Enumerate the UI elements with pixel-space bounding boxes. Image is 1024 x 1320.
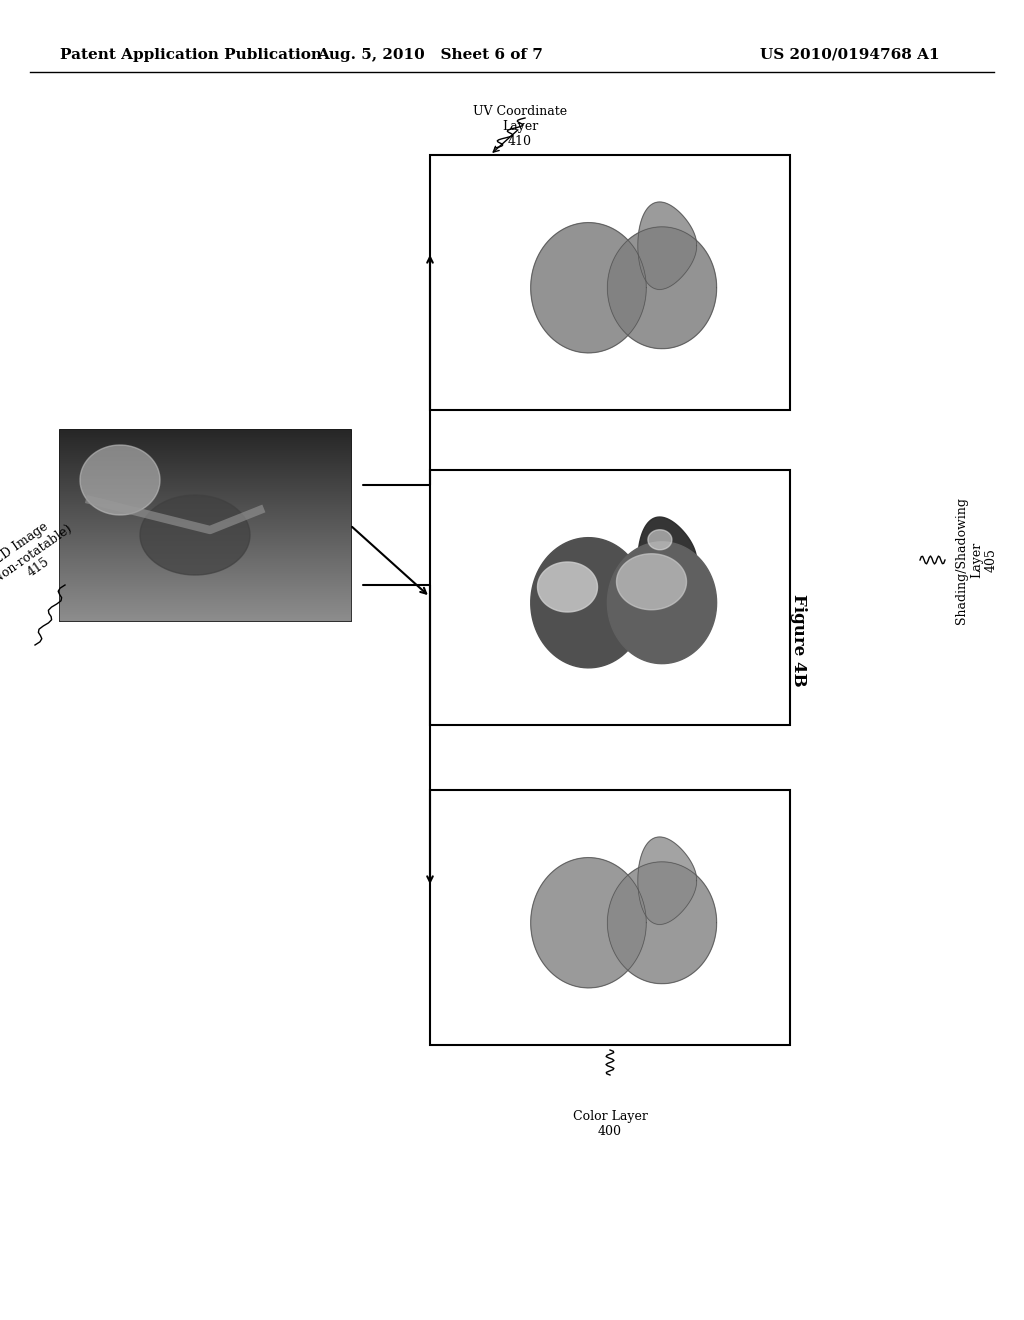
Text: Aug. 5, 2010   Sheet 6 of 7: Aug. 5, 2010 Sheet 6 of 7	[317, 48, 543, 62]
Bar	[430, 154, 790, 411]
Polygon shape	[616, 554, 686, 610]
Text: Color Layer
400: Color Layer 400	[572, 1110, 647, 1138]
Bar	[430, 470, 790, 725]
Text: Shading/Shadowing
Layer
405: Shading/Shadowing Layer 405	[955, 496, 998, 623]
Bar	[430, 789, 790, 1045]
Text: US 2010/0194768 A1: US 2010/0194768 A1	[761, 48, 940, 62]
Polygon shape	[638, 517, 696, 605]
Polygon shape	[140, 495, 250, 576]
Text: 2D Image
(Non-rotatable)
415: 2D Image (Non-rotatable) 415	[0, 510, 83, 601]
Polygon shape	[530, 537, 646, 668]
Polygon shape	[530, 858, 646, 987]
Polygon shape	[607, 541, 717, 664]
Text: Patent Application Publication: Patent Application Publication	[60, 48, 322, 62]
Polygon shape	[648, 529, 672, 549]
Text: UV Coordinate
Layer
410: UV Coordinate Layer 410	[473, 106, 567, 148]
Polygon shape	[607, 862, 717, 983]
Polygon shape	[607, 227, 717, 348]
Polygon shape	[538, 562, 597, 612]
Polygon shape	[638, 837, 696, 924]
Text: Figure 4B: Figure 4B	[790, 594, 807, 686]
Polygon shape	[530, 223, 646, 352]
Polygon shape	[80, 445, 160, 515]
Polygon shape	[638, 202, 696, 289]
Bar	[60, 430, 350, 620]
